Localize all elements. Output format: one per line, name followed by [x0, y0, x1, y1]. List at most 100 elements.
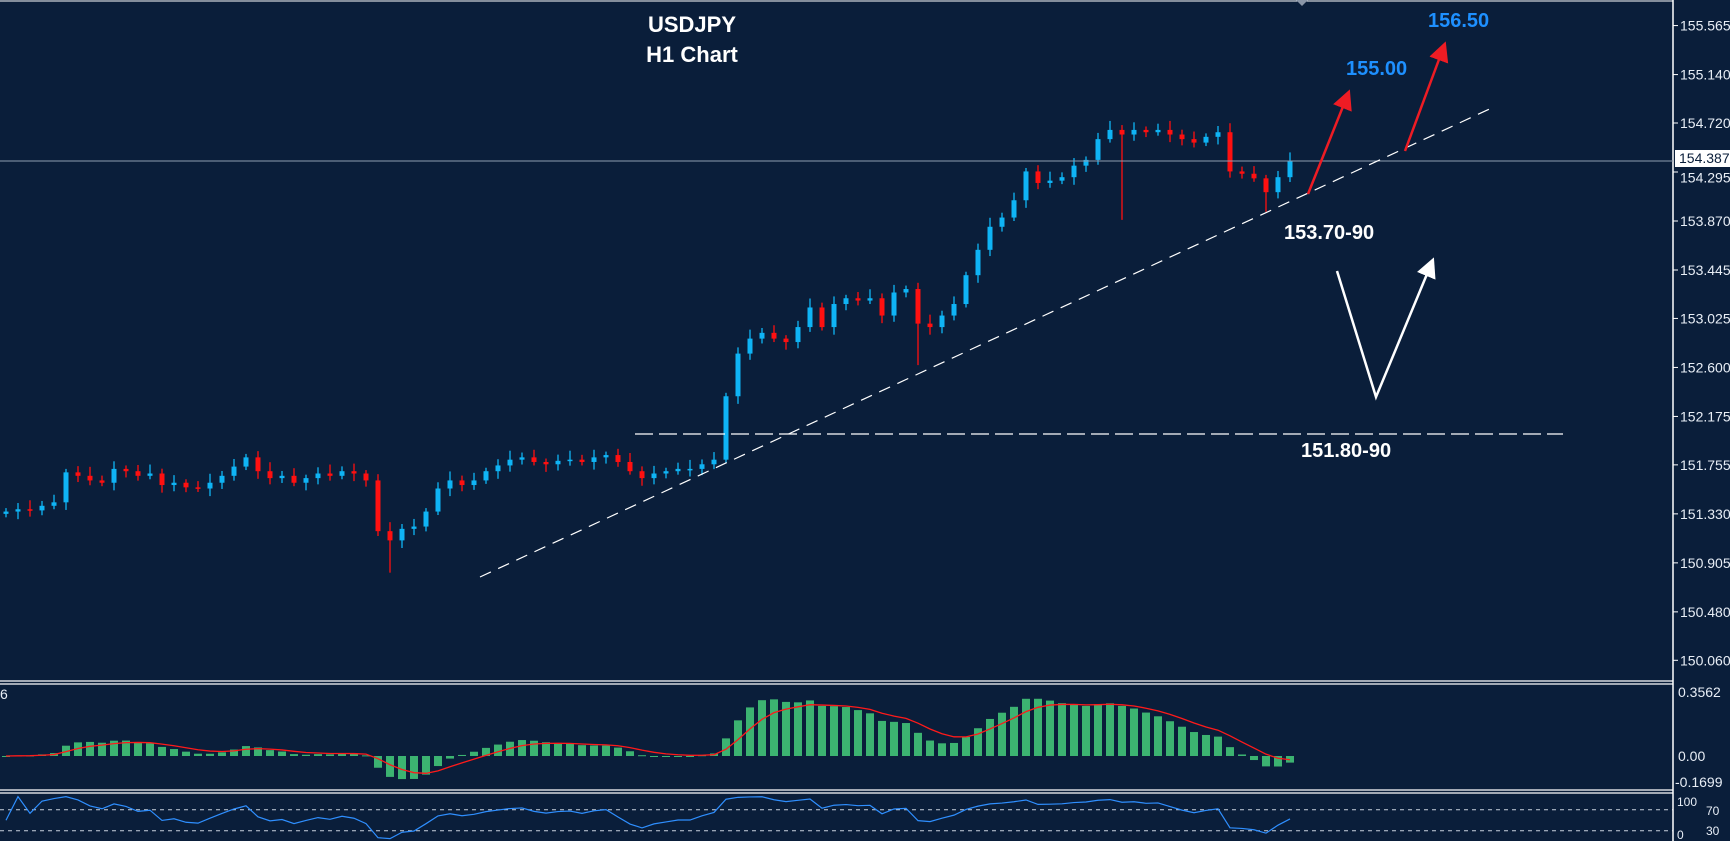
- bear-candle: [123, 468, 129, 472]
- candles-layer: [3, 120, 1293, 573]
- bear-candle: [327, 473, 333, 476]
- target-label-155: 155.00: [1346, 58, 1407, 80]
- macd-tick: -0.1699: [1675, 774, 1723, 790]
- macd-histogram-bar: [290, 754, 298, 756]
- bear-candle: [879, 298, 885, 316]
- bear-candle: [1035, 171, 1041, 183]
- bear-candle: [1167, 129, 1173, 135]
- macd-histogram-bar: [374, 756, 382, 768]
- bear-candle: [855, 298, 861, 301]
- shift-marker-icon[interactable]: [1296, 0, 1308, 6]
- rsi-tick: 0: [1677, 828, 1684, 841]
- macd-histogram-bar: [830, 706, 838, 756]
- macd-histogram-bar: [1034, 698, 1042, 756]
- bull-candle: [1023, 171, 1029, 201]
- bull-candle: [339, 471, 345, 476]
- bear-candle: [915, 289, 921, 324]
- bear-candle: [1263, 178, 1269, 193]
- macd-histogram-bar: [1178, 726, 1186, 756]
- bull-candle: [219, 475, 225, 483]
- macd-histogram-bar: [194, 753, 202, 756]
- macd-histogram-bar: [254, 747, 262, 756]
- bear-candle: [99, 480, 105, 483]
- bull-candle: [1215, 132, 1221, 137]
- macd-histogram-bar: [134, 742, 142, 756]
- macd-histogram-bar: [1010, 706, 1018, 756]
- macd-histogram-bar: [242, 746, 250, 756]
- target-arrow-155[interactable]: [1306, 89, 1352, 195]
- macd-histogram-bar: [470, 751, 478, 756]
- bull-candle: [591, 457, 597, 462]
- bull-candle: [447, 480, 453, 489]
- bull-candle: [1083, 159, 1089, 166]
- macd-histogram-bar: [338, 753, 346, 756]
- price-tick-label: 153.025: [1680, 310, 1730, 326]
- bear-candle: [363, 473, 369, 481]
- macd-histogram-bar: [674, 756, 682, 757]
- price-axis[interactable]: 155.565 155.140 154.720 154.295 153.870 153.4…: [1673, 18, 1730, 669]
- bull-candle: [1131, 129, 1137, 135]
- macd-histogram-bar: [422, 756, 430, 775]
- bear-candle: [135, 471, 141, 476]
- macd-histogram-bar: [746, 707, 754, 756]
- macd-histogram-bar: [650, 756, 658, 757]
- bear-candle: [195, 487, 201, 489]
- ascending-trendline[interactable]: [479, 105, 1497, 578]
- macd-histogram-bar: [398, 756, 406, 780]
- macd-histogram-bar: [350, 753, 358, 756]
- bull-candle: [603, 455, 609, 458]
- bull-candle: [207, 482, 213, 489]
- macd-histogram-bar: [482, 747, 490, 756]
- bear-candle: [615, 455, 621, 462]
- macd-histogram-bar: [1142, 712, 1150, 756]
- bear-candle: [255, 457, 261, 472]
- macd-histogram-bar: [578, 745, 586, 756]
- bear-candle: [375, 480, 381, 532]
- chart-title: USDJPY: [648, 12, 736, 37]
- bull-candle: [975, 249, 981, 276]
- macd-histogram-bar: [602, 745, 610, 756]
- bull-candle: [675, 468, 681, 472]
- macd-signal-line: [5, 703, 1291, 774]
- bull-candle: [15, 509, 21, 512]
- bear-candle: [531, 457, 537, 462]
- bull-candle: [279, 475, 285, 479]
- bull-candle: [567, 459, 573, 462]
- bear-candle: [387, 531, 393, 541]
- rsi-line: [5, 795, 1291, 840]
- price-tick-label: 151.755: [1680, 457, 1730, 473]
- rsi-tick: 70: [1706, 804, 1720, 818]
- macd-histogram-bar: [518, 740, 526, 756]
- bear-candle: [627, 461, 633, 472]
- bull-candle: [891, 292, 897, 316]
- macd-histogram-bar: [1070, 704, 1078, 756]
- bear-candle: [159, 473, 165, 486]
- bull-candle: [951, 304, 957, 316]
- bull-candle: [171, 482, 177, 486]
- bear-candle: [1227, 132, 1233, 172]
- bull-candle: [471, 480, 477, 486]
- v-pullback-arrow[interactable]: [1335, 257, 1436, 401]
- bull-candle: [1275, 177, 1281, 193]
- macd-histogram-bar: [902, 723, 910, 756]
- bear-candle: [291, 475, 297, 483]
- price-tick-label: 152.175: [1680, 408, 1730, 424]
- macd-histogram-bar: [1046, 700, 1054, 756]
- price-tick-label: 155.140: [1680, 67, 1730, 83]
- macd-histogram-bar: [662, 756, 670, 757]
- price-tick-label: 152.600: [1680, 359, 1730, 375]
- bull-candle: [423, 511, 429, 527]
- price-tick-label: 155.565: [1680, 18, 1730, 34]
- bull-candle: [435, 488, 441, 512]
- macd-histogram-bar: [686, 756, 694, 757]
- macd-histogram-bar: [866, 713, 874, 756]
- bear-candle: [771, 332, 777, 339]
- macd-histogram-bar: [722, 738, 730, 756]
- macd-histogram-bar: [122, 740, 130, 756]
- target-arrow-156-50[interactable]: [1403, 41, 1449, 152]
- price-tick-label: 150.905: [1680, 555, 1730, 571]
- macd-histogram-bar: [1238, 754, 1246, 756]
- macd-histogram-bar: [278, 751, 286, 756]
